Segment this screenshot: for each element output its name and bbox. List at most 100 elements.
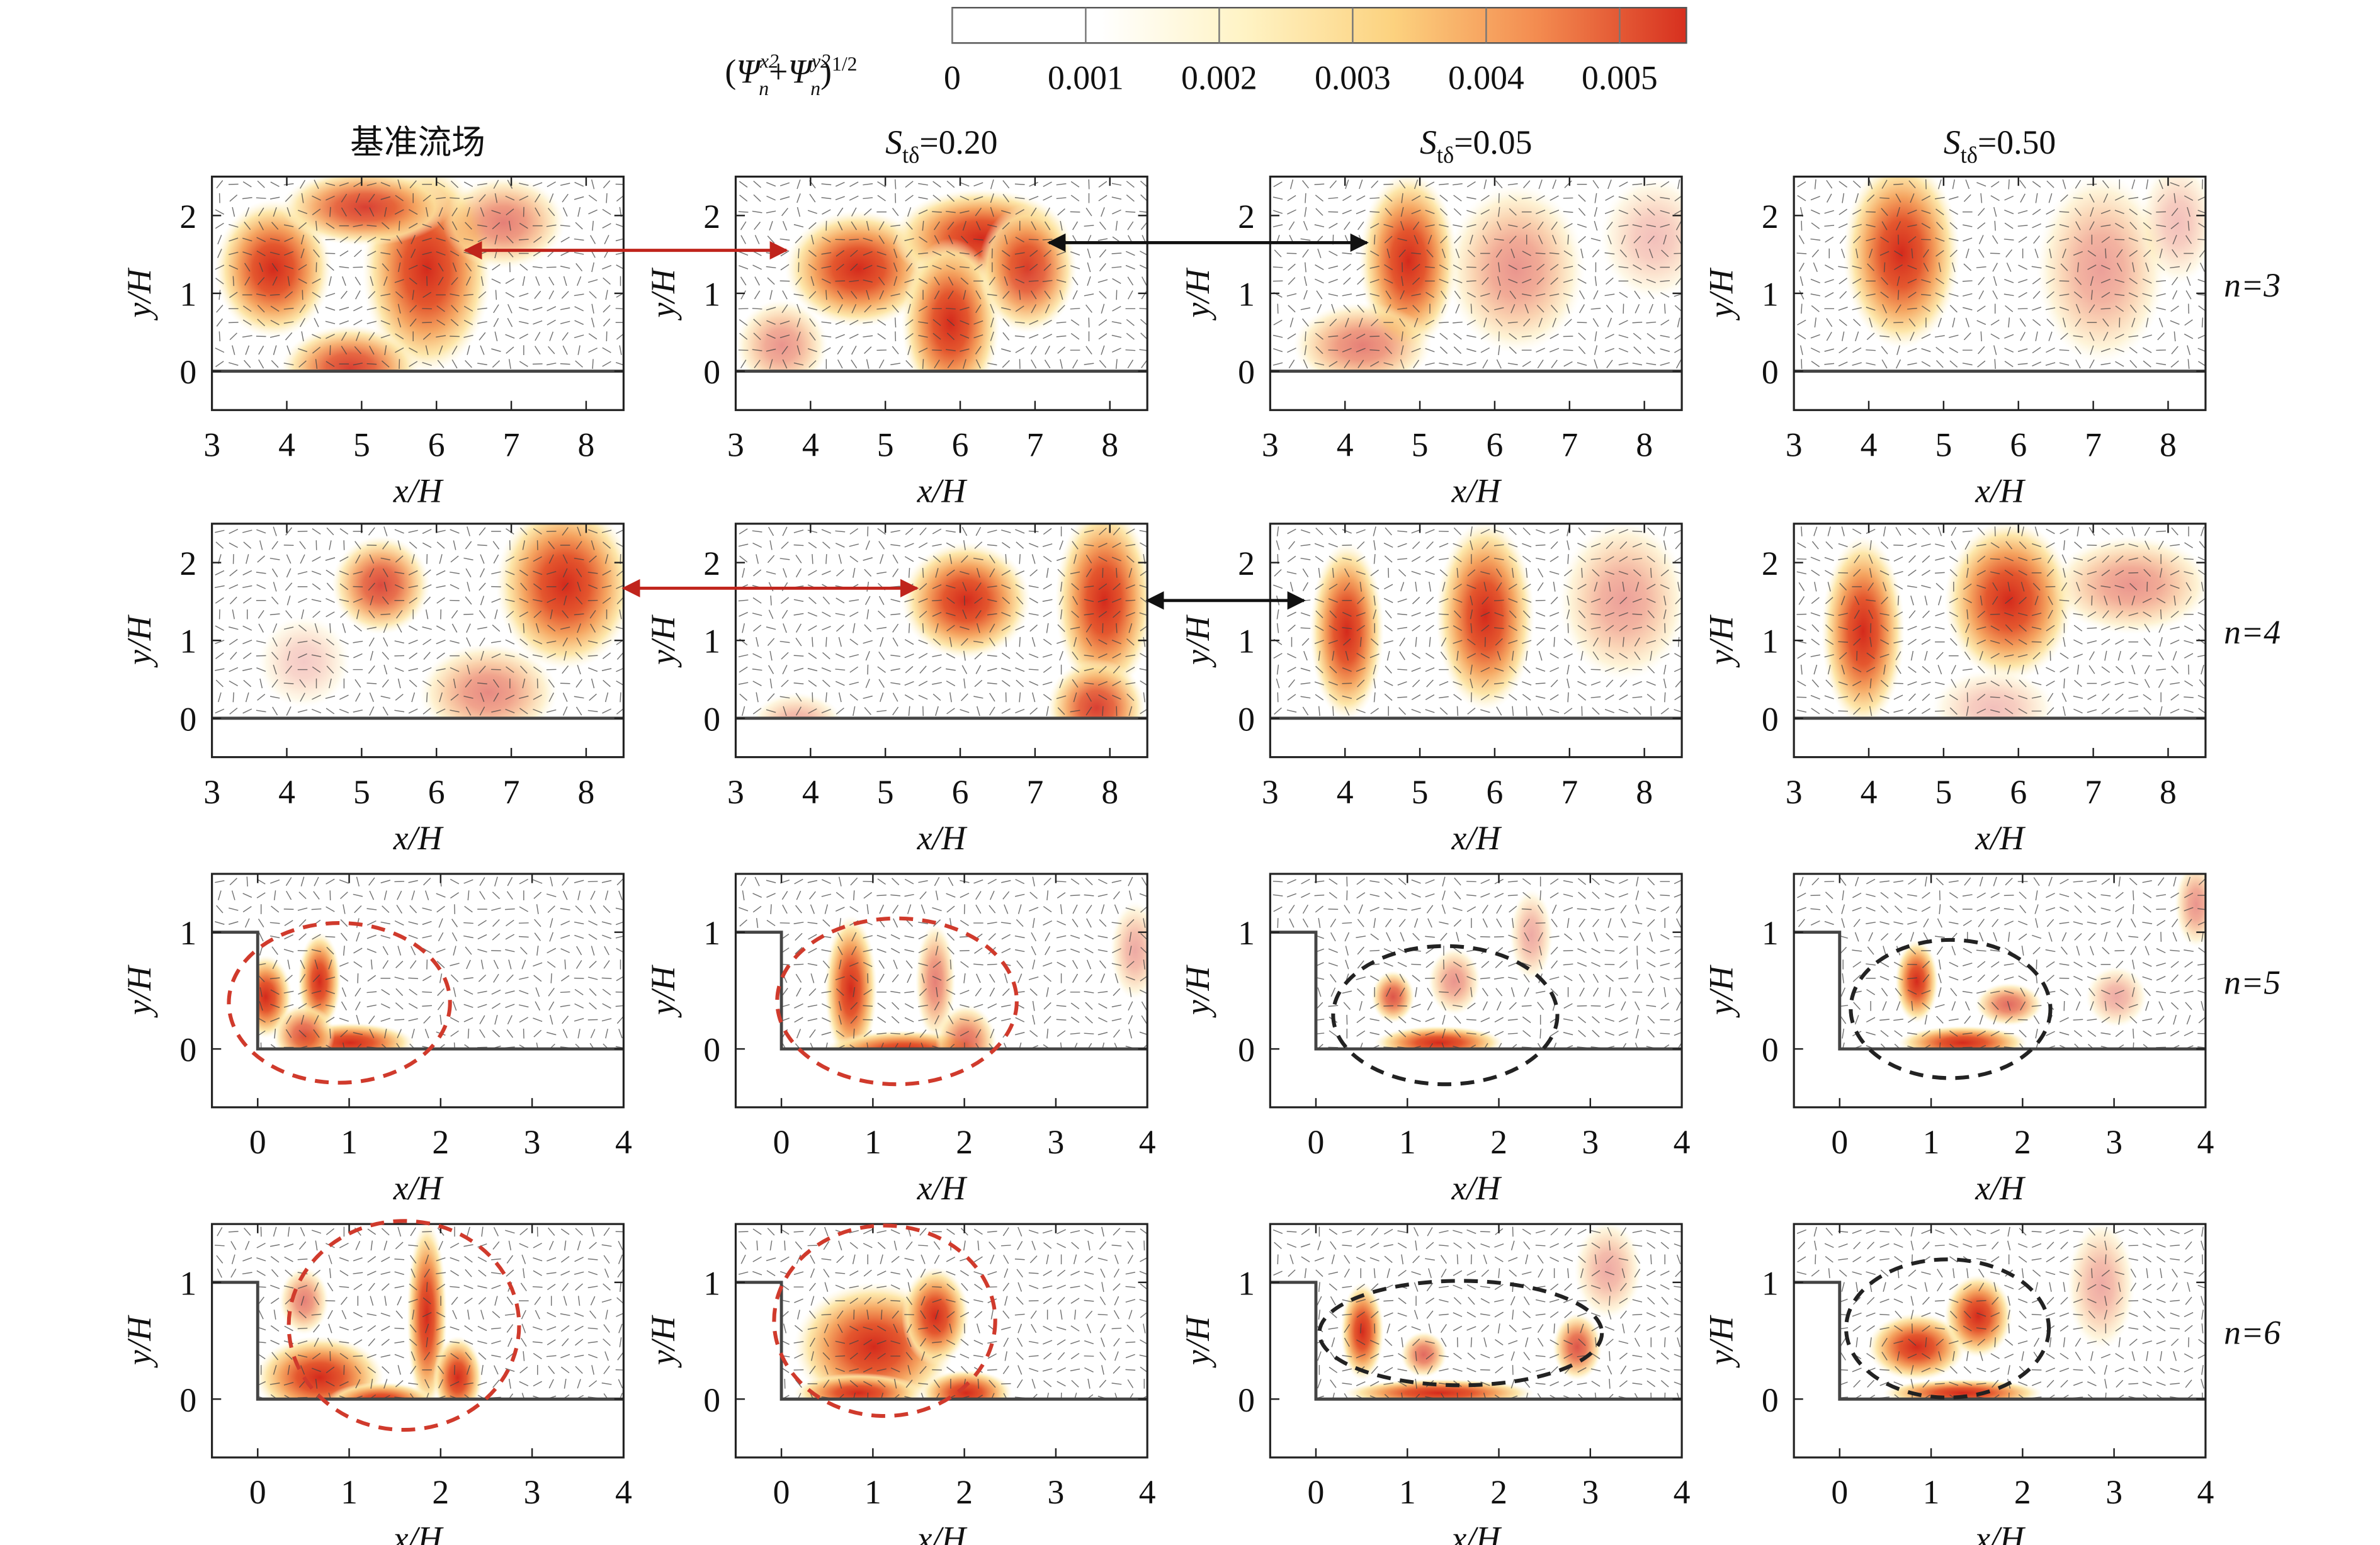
x-tick-label: 1 <box>1923 1123 1940 1161</box>
panel <box>735 876 1148 1107</box>
y-tick-label: 1 <box>1762 914 1779 952</box>
y-tick-label: 1 <box>703 1264 720 1302</box>
y-tick-label: 0 <box>1238 1381 1255 1419</box>
panel-frame <box>1269 873 1683 1109</box>
panel <box>212 176 624 410</box>
step-line <box>735 931 1148 1051</box>
x-tick-label: 3 <box>1262 426 1279 463</box>
x-tick-label: 0 <box>249 1473 266 1511</box>
panel-frame <box>734 1223 1148 1459</box>
x-tick-label: 2 <box>1490 1473 1507 1511</box>
y-tick-label: 0 <box>1762 1381 1779 1419</box>
panel-title: Stδ=0.50 <box>1944 123 2056 168</box>
x-tick-label: 8 <box>578 426 595 463</box>
contour-blob <box>1944 1274 2012 1358</box>
y-axis-label: y/H <box>120 267 158 321</box>
y-tick-label: 1 <box>1762 623 1779 660</box>
x-tick-label: 6 <box>2010 426 2027 463</box>
y-tick-label: 1 <box>1238 623 1255 660</box>
y-tick-label: 0 <box>1238 700 1255 738</box>
title-part: =0.20 <box>919 123 997 161</box>
x-axis-label: x/H <box>393 1519 445 1545</box>
x-tick-label: 4 <box>802 773 819 811</box>
vector-field <box>1796 179 2206 410</box>
contour-blob <box>1340 1282 1384 1381</box>
x-tick-label: 6 <box>952 426 969 463</box>
wall-region <box>1270 371 1682 410</box>
highlight-ellipse <box>227 921 452 1085</box>
panel <box>1270 523 1682 757</box>
x-tick-label: 3 <box>727 773 744 811</box>
x-tick-label: 3 <box>1047 1123 1064 1161</box>
highlight-ellipse <box>286 1219 521 1432</box>
panel <box>1794 1224 2206 1457</box>
x-tick-label: 8 <box>1101 426 1118 463</box>
x-tick-label: 4 <box>1139 1123 1156 1161</box>
x-tick-label: 7 <box>2085 773 2102 811</box>
x-axis-label: x/H <box>1975 472 2026 510</box>
panel <box>735 179 1148 410</box>
vector-field <box>1796 526 2206 757</box>
step-line <box>1270 931 1682 1051</box>
title-part: =0.50 <box>1978 123 2056 161</box>
y-axis-label: y/H <box>120 614 158 668</box>
x-axis-label: x/H <box>917 472 968 510</box>
vector-field <box>738 1226 1148 1457</box>
y-axis-label: y/H <box>644 964 682 1018</box>
x-tick-label: 5 <box>1412 426 1429 463</box>
y-tick-label: 0 <box>1762 1031 1779 1069</box>
x-tick-label: 1 <box>864 1123 881 1161</box>
y-axis-label: y/H <box>1703 267 1740 321</box>
vector-field <box>739 876 1148 1107</box>
x-tick-label: 6 <box>952 773 969 811</box>
y-tick-label: 0 <box>1238 353 1255 391</box>
panel <box>1270 876 1682 1107</box>
panel <box>212 523 624 757</box>
x-axis-label: x/H <box>917 1169 968 1207</box>
panel-title: Stδ=0.20 <box>885 123 997 168</box>
x-tick-label: 6 <box>428 773 445 811</box>
y-tick-label: 1 <box>179 275 196 313</box>
y-tick-label: 0 <box>703 700 720 738</box>
contour-blob <box>824 915 877 1063</box>
panel <box>1794 873 2206 1107</box>
x-axis-label: x/H <box>1975 1169 2026 1207</box>
contour-blob <box>1371 970 1415 1023</box>
colorbar-tick-label: 0.005 <box>1582 59 1658 96</box>
y-tick-label: 0 <box>703 353 720 391</box>
x-tick-label: 5 <box>877 426 894 463</box>
title-part: tδ <box>902 142 919 168</box>
y-axis-label: y/H <box>644 614 682 668</box>
y-tick-label: 0 <box>1762 353 1779 391</box>
x-tick-label: 7 <box>2085 426 2102 463</box>
x-tick-label: 7 <box>503 773 520 811</box>
y-tick-label: 2 <box>703 545 720 582</box>
colorbar-tick-label: 0 <box>944 59 961 96</box>
colorbar <box>951 6 1687 44</box>
panel <box>212 876 624 1107</box>
x-tick-label: 0 <box>1308 1473 1325 1511</box>
step-line <box>735 1281 1148 1401</box>
wall-region <box>735 371 1148 410</box>
y-axis-label: y/H <box>1179 964 1216 1018</box>
step-line <box>212 1281 624 1401</box>
contour-blob <box>1895 939 1939 1023</box>
x-tick-label: 4 <box>615 1473 632 1511</box>
step-wall <box>212 932 624 1107</box>
x-tick-label: 3 <box>203 773 220 811</box>
x-tick-label: 8 <box>1636 426 1653 463</box>
x-tick-label: 0 <box>1308 1123 1325 1161</box>
x-axis-label: x/H <box>393 472 445 510</box>
y-tick-label: 1 <box>1762 1264 1779 1302</box>
y-tick-label: 1 <box>703 623 720 660</box>
x-tick-label: 4 <box>1674 1473 1691 1511</box>
x-tick-label: 5 <box>1935 426 1952 463</box>
step-wall <box>735 932 1148 1107</box>
x-tick-label: 2 <box>1490 1123 1507 1161</box>
colorbar-label-part: ( <box>725 53 736 91</box>
contour-blob <box>901 542 1031 659</box>
x-axis-label: x/H <box>1451 472 1502 510</box>
x-tick-label: 4 <box>278 426 295 463</box>
x-tick-label: 1 <box>1399 1123 1416 1161</box>
x-axis-label: x/H <box>917 819 968 857</box>
